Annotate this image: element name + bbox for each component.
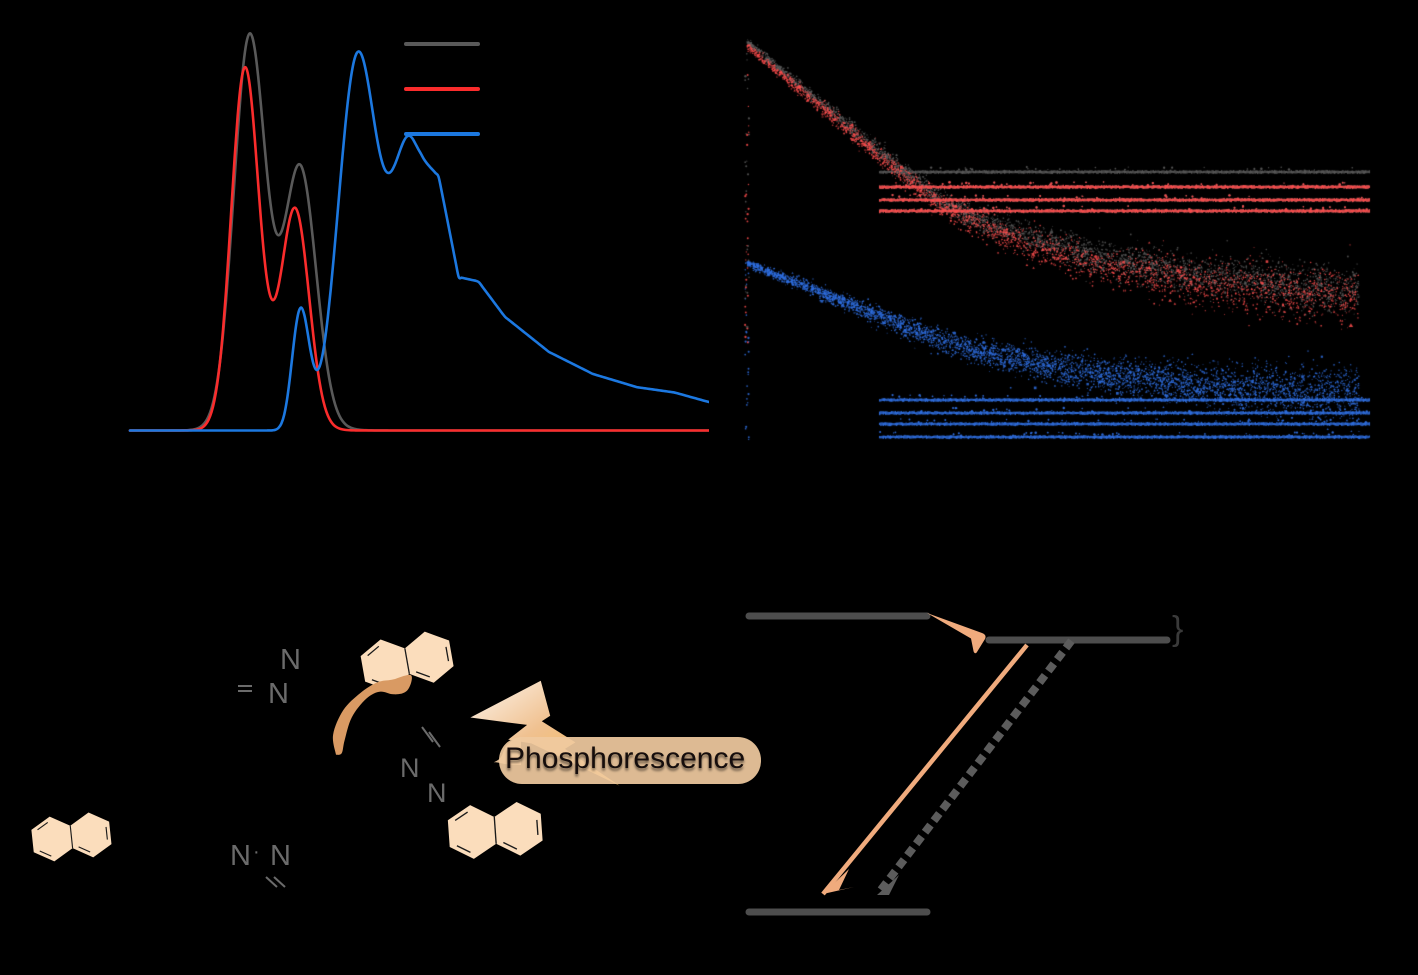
svg-text:N: N xyxy=(400,753,420,783)
svg-text:N: N xyxy=(230,840,251,872)
svg-text:N: N xyxy=(427,778,447,808)
svg-text:N: N xyxy=(280,644,301,676)
svg-text:·: · xyxy=(253,841,260,863)
svg-text:N: N xyxy=(268,678,289,710)
svg-text:N: N xyxy=(270,840,291,872)
svg-text:}: } xyxy=(1172,610,1183,648)
